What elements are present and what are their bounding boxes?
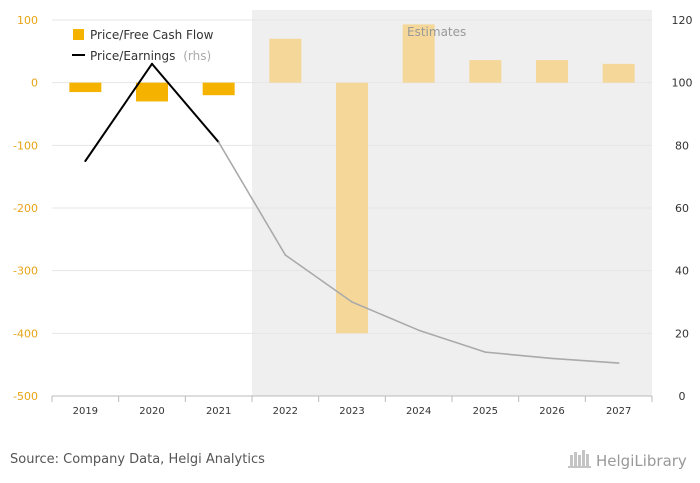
y-left-tick-label: 100 (17, 14, 38, 27)
line-segment (217, 141, 287, 256)
y-left-tick-label: -100 (13, 139, 38, 152)
x-tick-label: 2019 (73, 406, 98, 417)
x-tick-label: 2021 (206, 406, 231, 417)
brand-text: HelgiLibrary (596, 452, 687, 470)
bar (69, 82, 102, 93)
bar (536, 60, 568, 83)
line-series (84, 62, 620, 364)
estimates-region (252, 10, 652, 396)
line-segment (151, 62, 220, 144)
x-tick-label: 2024 (406, 406, 431, 417)
x-tick-label: 2023 (339, 406, 364, 417)
estimates-label: Estimates (407, 25, 466, 39)
x-tick-label: 2022 (273, 406, 298, 417)
bar (469, 60, 502, 83)
axes: 100 0 -100 -200 -300 -400 -500 120 100 80 60 40 20 0 2… (13, 14, 692, 417)
line-segment (484, 351, 553, 360)
line-segment (551, 357, 620, 364)
x-tick-label: 2026 (539, 406, 564, 417)
source-text: Source: Company Data, Helgi Analytics (10, 452, 265, 467)
bar (402, 24, 435, 83)
bar (202, 82, 235, 96)
bar (336, 82, 368, 334)
x-tick-label: 2020 (139, 406, 164, 417)
y-left-tick-label: -500 (13, 390, 38, 403)
line-segment (351, 301, 420, 332)
legend-bar-swatch (73, 29, 84, 40)
bar-series (69, 24, 635, 334)
bar (136, 82, 168, 102)
library-icon (568, 450, 591, 468)
line-segment (284, 254, 353, 303)
y-left-tick-label: 0 (31, 77, 38, 90)
y-left-tick-label: -400 (13, 327, 38, 340)
y-right-tick-label: 20 (675, 327, 689, 340)
line-segment (84, 62, 153, 162)
y-right-tick-label: 120 (672, 14, 693, 27)
legend-line-name: Price/Earnings (90, 49, 175, 63)
legend-line-label: Price/Earnings (rhs) (90, 49, 211, 63)
y-right-tick-label: 40 (675, 265, 689, 278)
legend-line-rhs: (rhs) (183, 49, 211, 63)
y-left-tick-label: -200 (13, 202, 38, 215)
bar (269, 38, 302, 83)
y-right-tick-label: 80 (675, 139, 689, 152)
legend: Price/Free Cash Flow Price/Earnings (rhs… (72, 28, 214, 63)
x-tick-label: 2027 (606, 406, 631, 417)
y-right-tick-label: 100 (672, 77, 693, 90)
bar (602, 63, 635, 83)
x-tick-label: 2025 (473, 406, 498, 417)
y-right-tick-label: 0 (679, 390, 686, 403)
y-right-tick-label: 60 (675, 202, 689, 215)
line-segment (417, 329, 487, 353)
y-left-tick-label: -300 (13, 265, 38, 278)
legend-bar-label: Price/Free Cash Flow (90, 28, 214, 42)
helgi-library-logo: HelgiLibrary (568, 450, 687, 470)
